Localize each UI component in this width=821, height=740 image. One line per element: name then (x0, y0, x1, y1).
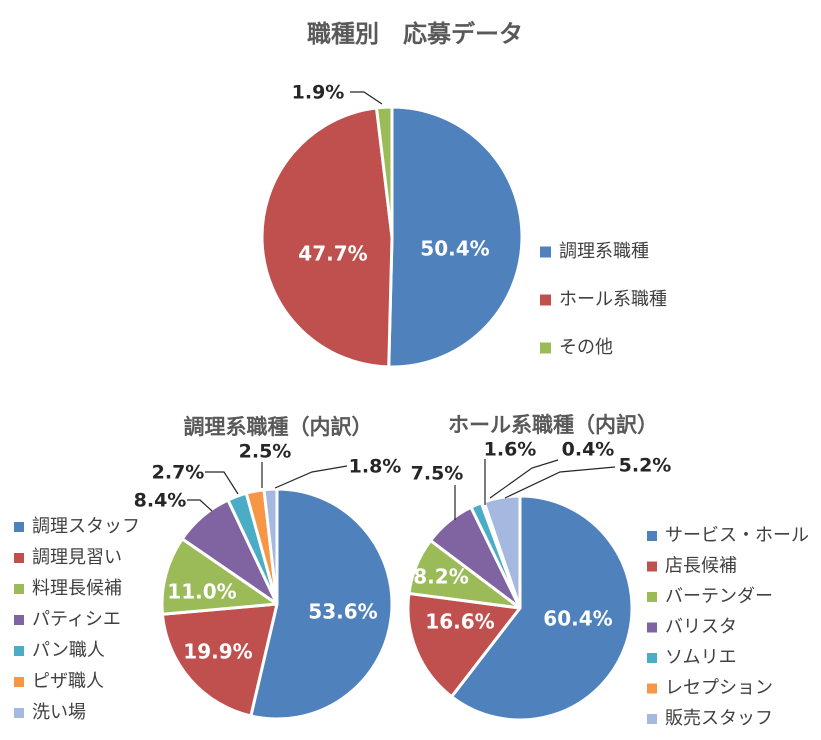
hall-legend-label: バリスタ (665, 617, 737, 638)
cooking-legend-swatch (14, 553, 24, 563)
hall-legend-swatch (647, 561, 657, 572)
hall-chart-title: ホール系職種（内訳） (448, 413, 658, 437)
cooking-legend-label: パン職人 (32, 640, 105, 661)
cooking-data-label: 2.5% (239, 441, 292, 463)
main-chart-title: 職種別 応募データ (307, 20, 523, 48)
hall-legend-label: 販売スタッフ (665, 708, 773, 729)
main-legend-swatch (540, 342, 551, 354)
hall-pie-slice (450, 494, 634, 722)
cooking-leader-line (187, 499, 213, 512)
main-legend-label: ホール系職種 (559, 289, 667, 310)
cooking-legend-swatch (14, 522, 24, 532)
hall-legend-label: ソムリエ (665, 647, 737, 668)
main-legend-label: その他 (559, 337, 613, 358)
cooking-data-label: 19.9% (183, 640, 252, 664)
cooking-legend-label: ピザ職人 (32, 671, 104, 692)
main-data-label: 1.9% (292, 82, 345, 104)
main-data-label: 47.7% (298, 242, 367, 266)
cooking-legend-label: 料理長候補 (32, 578, 122, 599)
hall-legend-swatch (647, 622, 657, 633)
hall-pie-slice (406, 591, 522, 699)
hall-leader-line (504, 466, 616, 499)
main-pie-slice (375, 105, 394, 239)
hall-data-label: 1.6% (484, 439, 537, 461)
cooking-leader-line (205, 471, 239, 495)
hall-data-label: 8.2% (413, 565, 468, 589)
cooking-legend-swatch (14, 708, 24, 718)
hall-legend-label: レセプション (665, 678, 773, 699)
hall-legend-swatch (647, 714, 657, 724)
cooking-pie-slice (160, 602, 279, 718)
hall-data-label: 16.6% (425, 610, 494, 634)
cooking-pie-slice (249, 487, 394, 721)
hall-data-label: 5.2% (619, 455, 672, 477)
main-legend-swatch (540, 294, 551, 306)
hall-breakdown-pie-chart: ホール系職種（内訳） 60.4% 16.6% 8.2% 7.5% 1.6% 0.4%5.2%… (406, 413, 809, 729)
hall-data-label: 7.5% (411, 463, 464, 485)
hall-legend-swatch (647, 531, 657, 541)
cooking-legend-label: 洗い場 (32, 702, 86, 723)
hall-pie-slice (482, 494, 522, 610)
main-legend-swatch (540, 246, 551, 258)
hall-legend-swatch (647, 653, 657, 663)
cooking-chart-title: 調理系職種（内訳） (184, 415, 373, 439)
cooking-pie-slice (262, 487, 279, 606)
cooking-leader-line (274, 465, 348, 489)
cooking-data-label: 53.6% (308, 600, 377, 624)
hall-data-label: 0.4% (562, 439, 615, 461)
cooking-legend-swatch (14, 677, 24, 687)
cooking-legend-label: 調理スタッフ (32, 516, 140, 537)
hall-leader-line (489, 459, 559, 499)
main-legend-label: 調理系職種 (559, 241, 649, 262)
cooking-legend-swatch (14, 584, 24, 594)
main-data-label: 50.4% (420, 237, 489, 261)
hall-legend-label: バーテンダー (665, 586, 773, 607)
cooking-legend-label: パティシエ (32, 609, 121, 630)
main-leader-line (350, 91, 383, 105)
cooking-breakdown-pie-chart: 調理系職種（内訳） 53.6% 19.9% 11.0% 8.4% 2.7% 2.5% 1.8%… (14, 415, 401, 723)
cooking-data-label: 8.4% (134, 490, 187, 512)
cooking-data-label: 11.0% (167, 580, 236, 604)
hall-legend-swatch (647, 592, 657, 602)
main-pie-slice (260, 106, 394, 369)
cooking-data-label: 1.8% (349, 456, 402, 478)
main-pie-slice (387, 105, 524, 369)
cooking-legend-swatch (14, 615, 24, 625)
hall-legend-swatch (647, 683, 657, 694)
cooking-data-label: 2.7% (152, 462, 205, 484)
cooking-pie-slice (160, 537, 279, 616)
hall-legend-label: サービス・ホール (665, 525, 809, 546)
cooking-legend-swatch (14, 646, 24, 656)
hall-data-label: 60.4% (543, 607, 612, 631)
cooking-legend-label: 調理見習い (32, 547, 122, 568)
hall-legend-label: 店長候補 (665, 556, 737, 577)
